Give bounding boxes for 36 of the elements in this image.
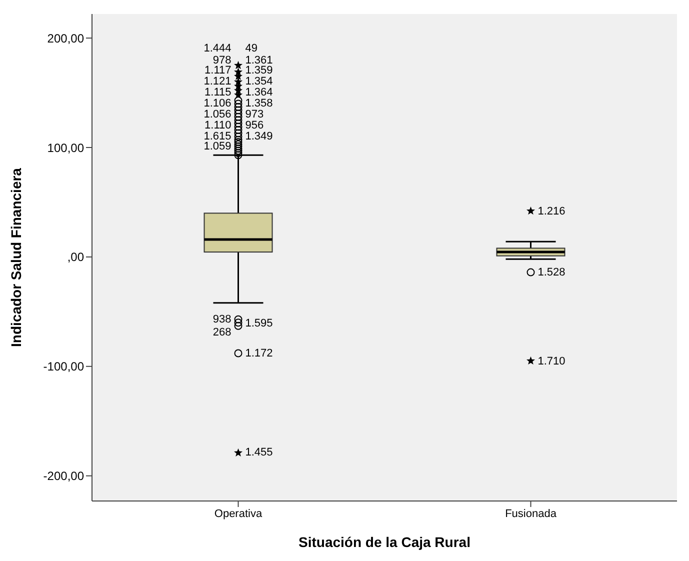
y-tick-label: 200,00 — [47, 31, 84, 46]
annotation: 1.106 — [204, 97, 232, 110]
annotation: 973 — [245, 108, 264, 121]
y-tick-label: -200,00 — [43, 469, 84, 484]
annotation: 1.595 — [245, 317, 273, 330]
annotation: 1.216 — [538, 205, 566, 218]
annotation: 49 — [245, 42, 258, 55]
y-tick-label: 100,00 — [47, 140, 84, 155]
y-axis-title: Indicador Salud Financiera — [8, 168, 24, 347]
annotation: 956 — [245, 120, 264, 132]
annotation: 268 — [212, 326, 232, 339]
annotation: 1.528 — [538, 266, 566, 279]
y-tick-label: -100,00 — [43, 360, 84, 374]
x-axis-title: Situación de la Caja Rural — [298, 534, 470, 550]
annotation: 1.354 — [245, 76, 273, 88]
annotation: 1.615 — [204, 130, 232, 142]
annotation: 1.059 — [204, 140, 232, 153]
annotation: 1.110 — [204, 120, 232, 132]
annotation: 1.121 — [204, 76, 232, 88]
annotation: 1.172 — [245, 347, 273, 360]
x-tick-label: Operativa — [214, 508, 263, 520]
annotation: 1.117 — [204, 64, 232, 77]
x-tick-label: Fusionada — [505, 508, 558, 520]
annotation: 1.115 — [204, 86, 232, 98]
annotation: 1.349 — [245, 130, 273, 142]
annotation: 1.444 — [204, 42, 232, 55]
annotation: 1.358 — [245, 97, 273, 110]
annotation: 978 — [212, 54, 232, 66]
annotation: 1.359 — [245, 64, 273, 77]
annotation: 1.364 — [245, 86, 273, 98]
annotation: 1.361 — [245, 54, 273, 66]
annotation: 938 — [212, 313, 232, 326]
annotation: 1.455 — [245, 446, 273, 459]
annotation: 1.056 — [204, 108, 232, 121]
y-tick-label: ,00 — [67, 250, 84, 264]
annotation: 1.710 — [538, 355, 566, 368]
